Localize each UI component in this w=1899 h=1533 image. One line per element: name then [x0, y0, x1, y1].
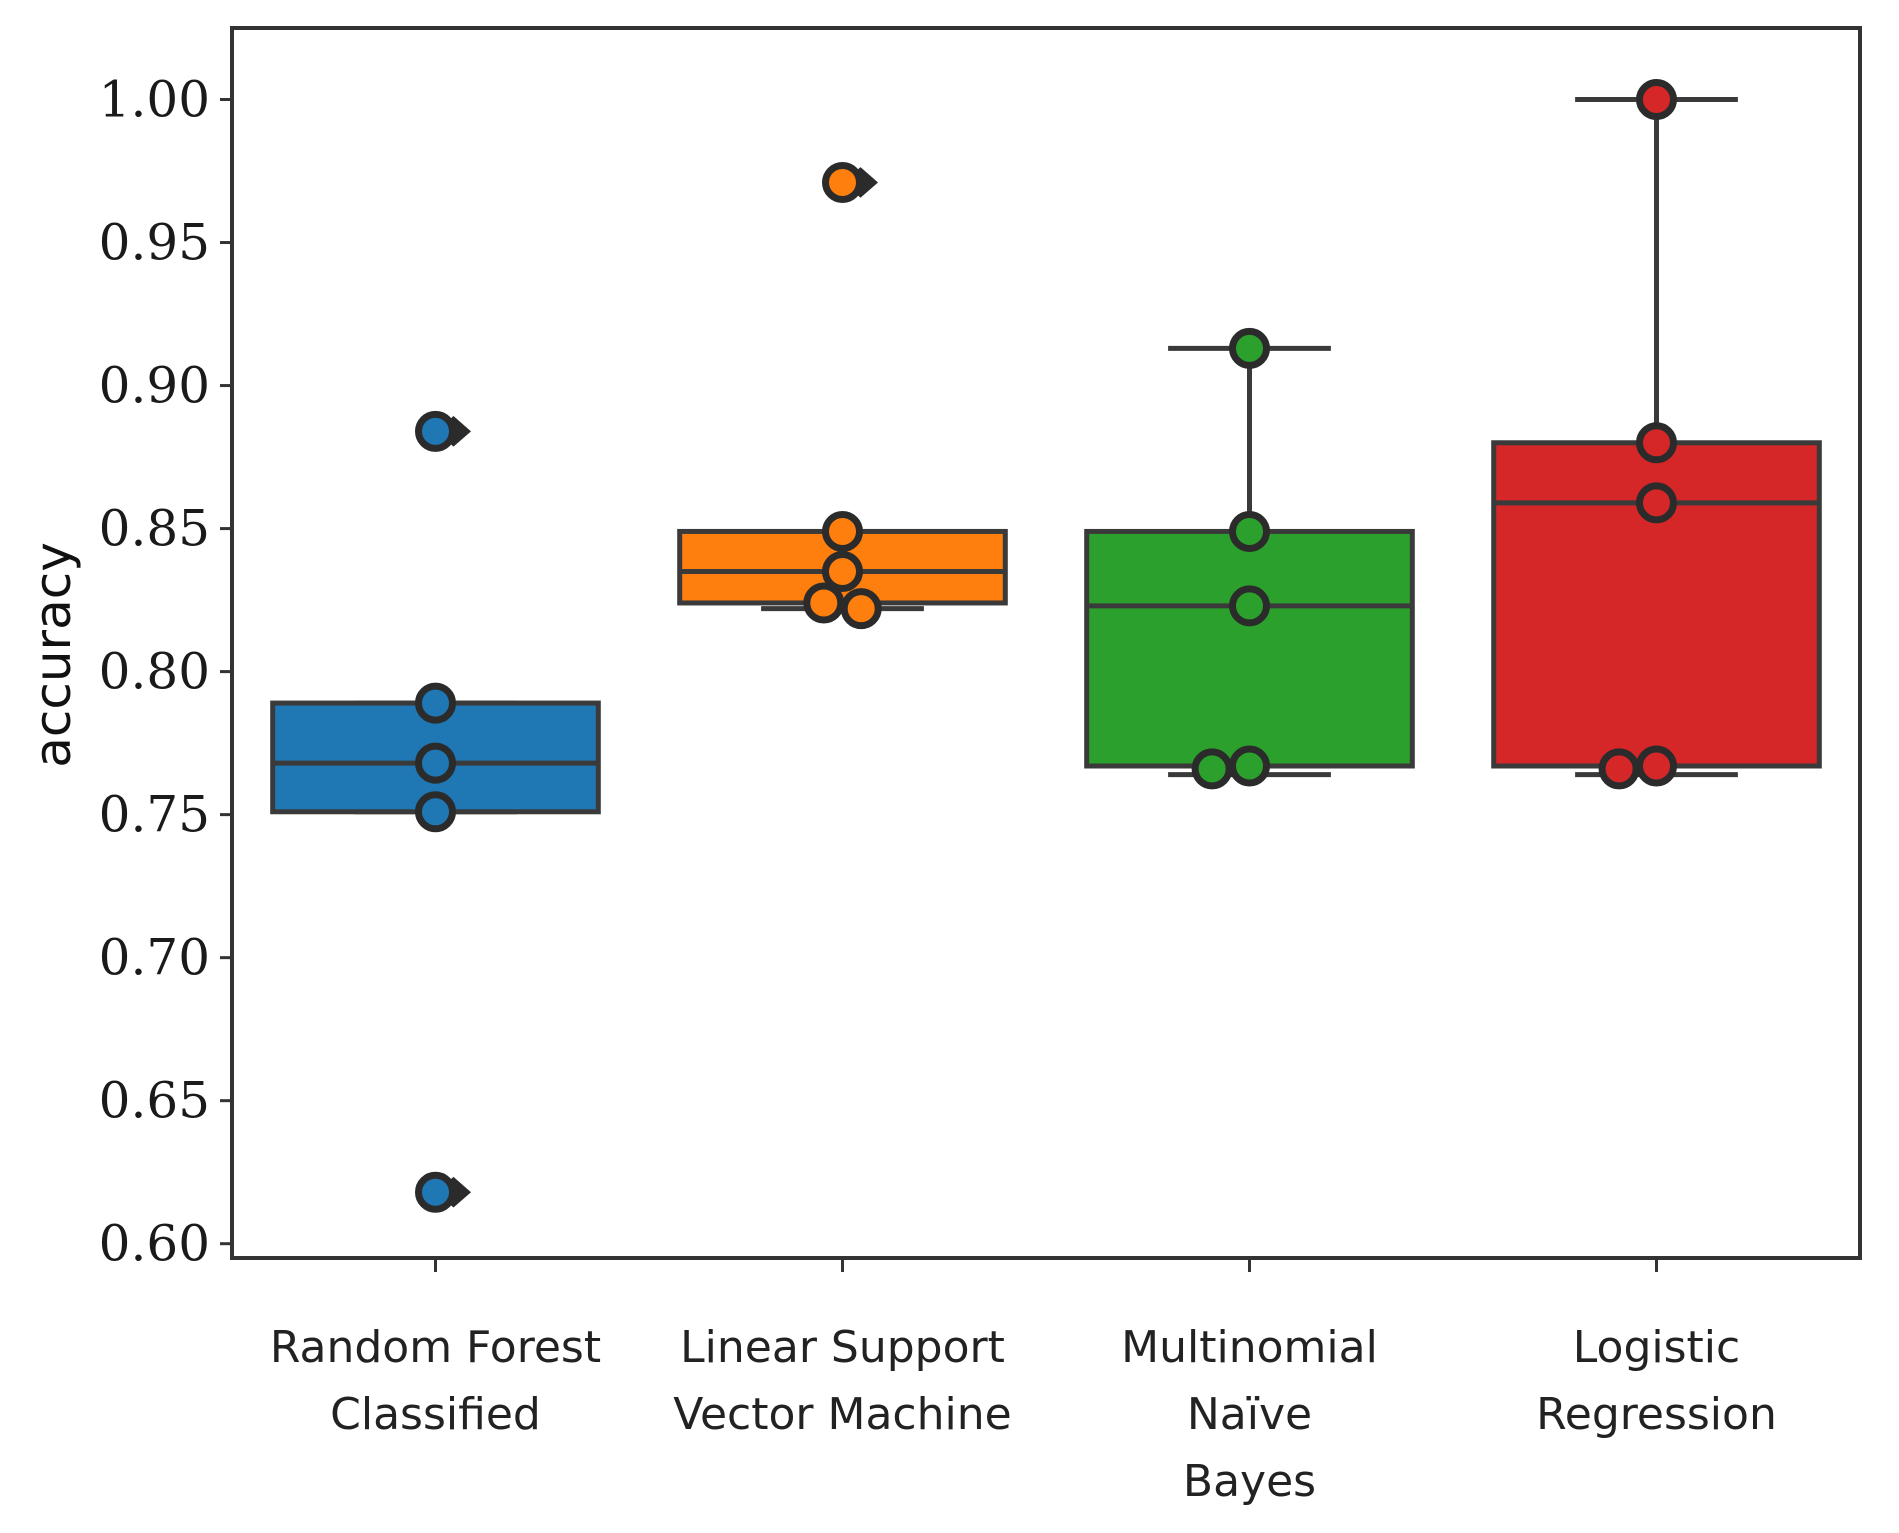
data-point [803, 582, 845, 624]
y-axis-label: accuracy [24, 542, 82, 768]
y-tick-label: 0.65 [99, 1072, 210, 1130]
x-tick-label: Multinomial [1121, 1322, 1378, 1373]
x-tick-label: Regression [1536, 1389, 1777, 1440]
data-point [415, 1171, 456, 1213]
data-point [1636, 482, 1677, 524]
points-layer [415, 79, 1677, 1213]
data-point [1191, 748, 1233, 790]
y-tick-label: 1.00 [99, 71, 210, 129]
data-point [822, 510, 863, 552]
y-axis: 0.60 0.65 0.70 0.75 0.80 0.85 0.90 0.95 1.00 [99, 71, 232, 1273]
y-tick-label: 0.85 [99, 500, 210, 558]
data-point [415, 682, 456, 724]
data-point [1229, 327, 1270, 369]
y-tick-label: 0.90 [99, 357, 210, 415]
data-point [1636, 79, 1677, 121]
data-point [415, 791, 456, 833]
data-point [415, 410, 456, 452]
data-point [1229, 585, 1270, 627]
data-point [1636, 745, 1677, 787]
x-tick-label: Vector Machine [673, 1389, 1011, 1440]
data-point [822, 550, 863, 592]
x-axis: Random Forest Classified Linear Support Vec… [270, 1258, 1777, 1507]
data-point [1229, 745, 1270, 787]
y-tick-label: 0.75 [99, 786, 210, 844]
boxes-layer [270, 97, 1822, 1208]
y-tick-label: 0.70 [99, 929, 210, 987]
x-tick-label: Bayes [1183, 1456, 1316, 1507]
x-tick-label: Logistic [1573, 1322, 1740, 1373]
data-point [1636, 422, 1677, 464]
x-tick-label: Classified [330, 1389, 541, 1440]
data-point [1598, 748, 1640, 790]
data-point [840, 588, 882, 630]
y-tick-label: 0.60 [99, 1215, 210, 1273]
data-point [822, 161, 863, 203]
y-tick-label: 0.80 [99, 643, 210, 701]
data-point [1229, 510, 1270, 552]
box-3 [1084, 528, 1415, 769]
plot-frame [230, 26, 1862, 1260]
x-tick-label: Linear Support [680, 1322, 1005, 1373]
data-point [415, 742, 456, 784]
x-tick-label: Random Forest [270, 1322, 601, 1373]
y-tick-label: 0.95 [99, 214, 210, 272]
x-tick-label: Naïve [1187, 1389, 1312, 1440]
